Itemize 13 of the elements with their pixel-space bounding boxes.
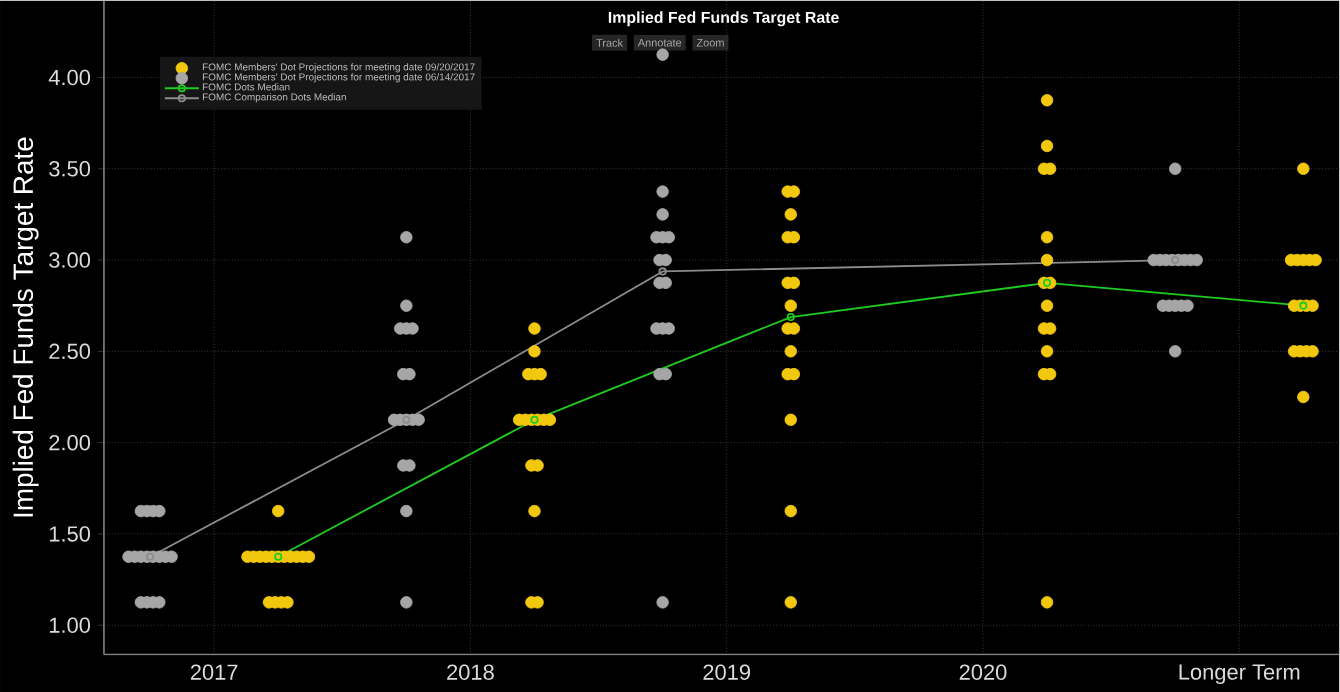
x-tick-label: 2020 xyxy=(959,664,1007,680)
y-tick-label: 1.50 xyxy=(49,525,91,542)
x-tick-label: Longer Term xyxy=(1179,664,1300,684)
x-tick-label: 2019 xyxy=(703,664,751,680)
y-tick-label: 1.00 xyxy=(49,617,91,633)
y-axis-title: Implied Fed Funds Target Rate xyxy=(12,137,39,517)
x-tick-label: 2017 xyxy=(190,664,238,680)
y-tick-label: 3.00 xyxy=(49,252,91,268)
y-tick-label: 3.50 xyxy=(49,160,91,177)
y-tick-label: 4.00 xyxy=(48,69,91,86)
y-tick-label: 2.50 xyxy=(49,343,91,359)
x-tick-label: 2018 xyxy=(447,664,494,680)
y-tick-label: 2.00 xyxy=(49,434,91,451)
